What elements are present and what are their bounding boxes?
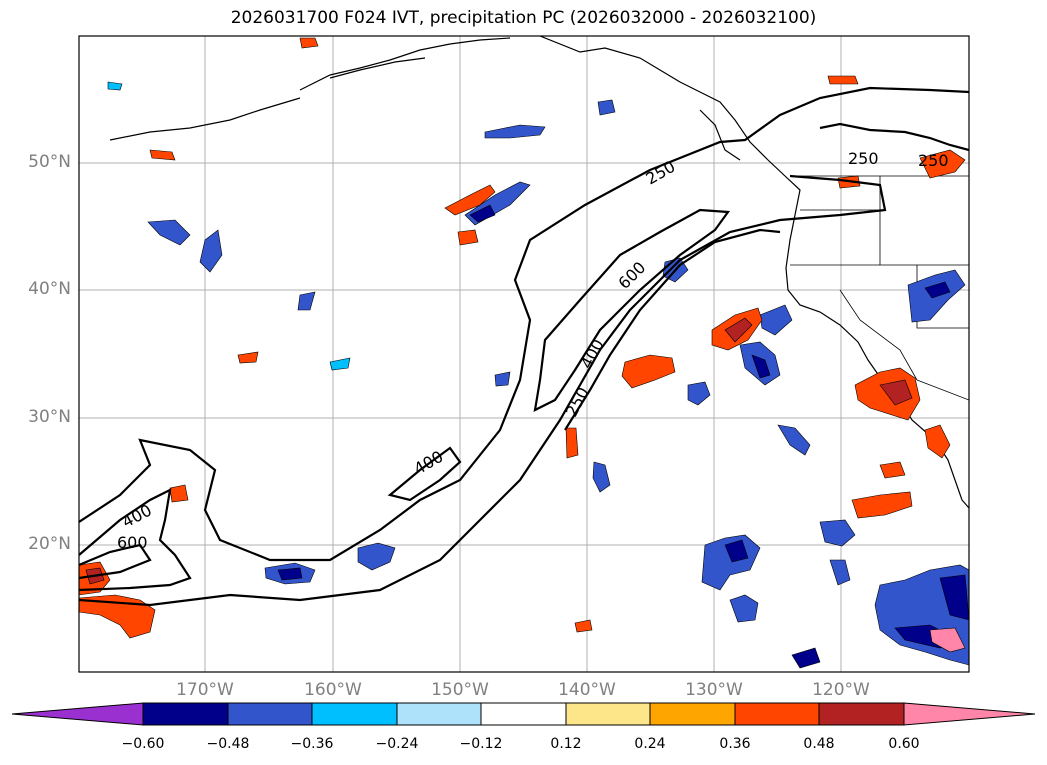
precip-patch: [701, 534, 761, 591]
ivt-contour-250: [79, 174, 887, 607]
precip-patch: [929, 627, 966, 653]
precip-patch: [791, 647, 821, 669]
precip-patch: [457, 229, 479, 246]
precip-patch: [777, 424, 811, 456]
precip-patch: [107, 81, 123, 91]
map-title: 2026031700 F024 IVT, precipitation PC (2…: [230, 8, 817, 28]
coastlines: [109, 36, 969, 509]
precip-patch: [237, 351, 259, 364]
colorbar-tick: −0.60: [121, 736, 165, 752]
precip-patch: [299, 37, 319, 49]
lat-label-30n: 30°N: [28, 407, 71, 427]
precip-negative-patches: [107, 81, 969, 669]
precip-patch: [621, 354, 676, 389]
precip-patch: [819, 519, 856, 547]
colorbar-segment: [311, 702, 398, 726]
precip-patch: [494, 371, 511, 387]
lat-label-20n: 20°N: [28, 534, 71, 554]
ivt-contour-400: [533, 208, 731, 412]
precip-patch: [879, 379, 913, 406]
colorbar-tick: 0.24: [634, 736, 666, 752]
colorbar-tick: 0.36: [719, 736, 751, 752]
colorbar-tick: −0.24: [375, 736, 419, 752]
precip-patch: [729, 594, 759, 623]
precip-patch: [827, 75, 859, 85]
precip-patch: [829, 559, 851, 586]
precip-patch: [592, 461, 611, 493]
colorbar-segment: [11, 702, 144, 726]
precip-positive-patches: [79, 37, 966, 639]
precip-patch: [79, 594, 156, 639]
ivt-contour-400: [387, 446, 462, 502]
precip-patch: [751, 354, 771, 379]
precip-patch: [924, 424, 951, 459]
state-borders: [790, 175, 969, 401]
precip-patch: [297, 291, 316, 311]
colorbar: [11, 702, 1036, 726]
lon-label-140w: 140°W: [558, 680, 616, 700]
lon-label-160w: 160°W: [304, 680, 362, 700]
lon-label-170w: 170°W: [176, 680, 234, 700]
lat-label-40n: 40°N: [28, 279, 71, 299]
precip-patch: [924, 281, 951, 299]
colorbar-segment: [903, 702, 1036, 726]
precip-patch: [759, 304, 793, 336]
colorbar-segment: [142, 702, 229, 726]
colorbar-segment: [649, 702, 736, 726]
ivt-contour-400: [819, 122, 969, 152]
colorbar-tick: 0.12: [550, 736, 582, 752]
colorbar-tick: −0.48: [206, 736, 250, 752]
colorbar-segment: [227, 702, 313, 726]
colorbar-segment: [396, 702, 482, 726]
precip-patch: [687, 381, 711, 406]
precip-patch: [919, 149, 966, 179]
ivt-contours: [79, 86, 969, 607]
precip-patch: [277, 567, 303, 581]
colorbar-segment: [818, 702, 905, 726]
precip-patch: [851, 491, 913, 519]
precip-patch: [169, 484, 189, 503]
precip-patch: [484, 124, 546, 139]
contour-label: 600: [117, 533, 148, 552]
lon-label-120w: 120°W: [812, 680, 870, 700]
colorbar-segment: [734, 702, 820, 726]
precip-patch: [357, 542, 396, 571]
ivt-contour-250: [564, 228, 781, 431]
precip-patch: [879, 461, 906, 479]
precip-patch: [597, 99, 616, 116]
ivt-contour-250: [79, 86, 969, 562]
precip-patch: [724, 539, 749, 563]
map-frame: [78, 35, 970, 673]
ivt-contour-600: [79, 543, 152, 580]
contour-label: 250: [848, 149, 879, 168]
precip-patch: [469, 204, 496, 223]
colorbar-tick: 0.60: [888, 736, 920, 752]
lon-label-150w: 150°W: [431, 680, 489, 700]
lon-label-130w: 130°W: [685, 680, 743, 700]
colorbar-segment: [565, 702, 651, 726]
precip-patch: [939, 574, 969, 621]
colorbar-tick: −0.36: [290, 736, 334, 752]
precip-patch: [574, 619, 593, 633]
precip-patch: [329, 357, 351, 371]
precip-patch: [565, 427, 579, 459]
precip-patch: [199, 229, 223, 273]
colorbar-tick: −0.12: [459, 736, 503, 752]
precip-patch: [149, 149, 176, 161]
gridlines: [79, 36, 969, 672]
colorbar-segment: [480, 702, 567, 726]
precip-patch: [724, 317, 753, 343]
lat-label-50n: 50°N: [28, 152, 71, 172]
contour-label: 250: [918, 151, 949, 170]
precip-patch: [147, 219, 191, 246]
ivt-contour-400: [79, 488, 192, 592]
precip-patch: [444, 184, 496, 216]
colorbar-tick: 0.48: [803, 736, 835, 752]
